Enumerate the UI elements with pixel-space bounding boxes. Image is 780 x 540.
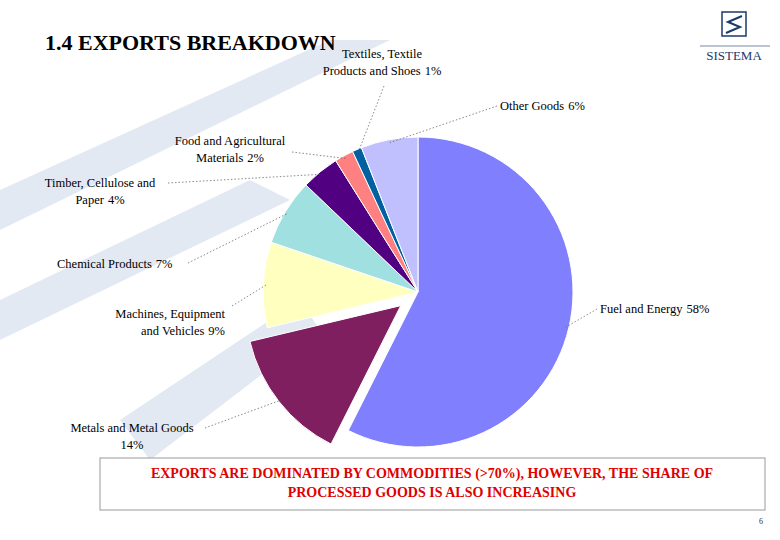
leader-line (232, 285, 266, 306)
logo-frame (722, 12, 746, 36)
pie (250, 137, 573, 447)
slice-label-category: Products and Shoes (323, 64, 421, 78)
leader-line (358, 86, 384, 152)
slice-label: Other Goods 6% (500, 99, 585, 113)
slice-label: Fuel and Energy58% (600, 302, 709, 316)
slice-label-category: Textiles, Textile (342, 47, 422, 61)
slice-label-category: Chemical Products (57, 257, 152, 271)
slice-label: Food and Agricultural Materials 2% (175, 134, 286, 165)
logo-rule (700, 46, 770, 47)
pie-slice (361, 137, 418, 292)
slice-label-category: Machines, Equipment (115, 307, 225, 321)
slice-label-category: Other Goods (500, 99, 564, 113)
logo: SISTEMA (700, 12, 770, 63)
leader-line (566, 309, 597, 327)
slice-label: Machines, Equipment and Vehicles 9% (115, 307, 225, 338)
annotation-banner: EXPORTS ARE DOMINATED BY COMMODITIES (>7… (100, 458, 765, 510)
leader-line (292, 152, 345, 158)
slice-label-value: 1% (425, 64, 442, 78)
annotation: PROCESSED GOODS IS ALSO INCREASING (288, 485, 577, 500)
page-number: 6 (759, 517, 763, 526)
annotation: EXPORTS ARE DOMINATED BY COMMODITIES (>7… (151, 466, 713, 482)
slice-label-category: Food and Agricultural (175, 134, 286, 148)
labels: Fuel and Energy58% Metals and Metal Goods… (45, 47, 710, 452)
slide: 1.4 EXPORTS BREAKDOWNSISTEMAFuel and Ene… (0, 0, 780, 540)
slice-label: Timber, Cellulose and Paper 4% (45, 176, 156, 207)
slice-label-value: 9% (208, 324, 225, 338)
slice-label-category: Metals and Metal Goods (70, 421, 193, 435)
leader-line (168, 174, 322, 183)
slice-label-value: 14% (121, 438, 144, 452)
slice-label-value: 2% (247, 151, 264, 165)
slice-label-category: Paper (75, 193, 104, 207)
annotation-box (100, 458, 765, 510)
slice-label-category: Materials (196, 151, 243, 165)
slice-label-category: and Vehicles (141, 324, 204, 338)
title: 1.4 EXPORTS BREAKDOWN (45, 30, 336, 55)
slice-label: Textiles, Textile Products and Shoes 1% (323, 47, 442, 78)
slice-label-value: 4% (108, 193, 125, 207)
watermark-stripe (0, 180, 290, 340)
slice-label-category: Timber, Cellulose and (45, 176, 156, 190)
slice-label-category: Fuel and Energy (600, 302, 683, 316)
slice-label: Chemical Products 7% (57, 257, 172, 271)
leader-line (205, 400, 281, 428)
logo-mark (726, 16, 742, 33)
leader-lines (168, 86, 597, 428)
slice-label: Metals and Metal Goods 14% (70, 421, 193, 452)
slice-label-value: 7% (156, 257, 173, 271)
logo-text: SISTEMA (706, 48, 762, 63)
slice-label-value: 58% (686, 302, 709, 316)
leader-line (188, 213, 288, 263)
slice-label-value: 6% (568, 99, 585, 113)
leader-line (390, 106, 497, 143)
